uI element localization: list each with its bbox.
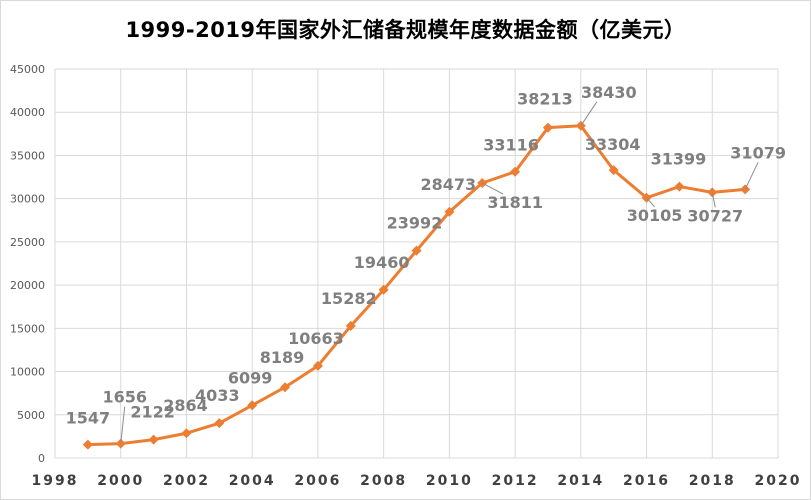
x-tick-label: 2018 [689, 473, 736, 489]
data-label-leader-line [744, 162, 759, 190]
data-point-marker [378, 284, 389, 295]
y-tick-label: 15000 [10, 322, 45, 335]
data-label: 31399 [651, 150, 707, 169]
x-tick-label: 1998 [32, 473, 79, 489]
y-tick-label: 30000 [10, 193, 45, 206]
data-label-leader-line [711, 192, 716, 208]
data-point-marker [148, 434, 159, 445]
data-label: 4033 [195, 386, 240, 405]
x-tick-label: 2004 [229, 473, 276, 489]
data-point-marker [280, 382, 291, 393]
data-point-marker [312, 360, 323, 371]
data-label-leader-line [646, 197, 655, 208]
data-label: 38213 [517, 90, 573, 109]
data-point-marker [542, 122, 553, 133]
data-point-marker [345, 320, 356, 331]
data-label: 2864 [163, 396, 208, 415]
data-point-marker [214, 418, 225, 429]
x-tick-label: 2012 [492, 473, 539, 489]
x-tick-label: 2008 [360, 473, 407, 489]
data-label-leader-line [481, 182, 504, 195]
data-label: 38430 [581, 83, 637, 102]
data-label: 31079 [730, 143, 786, 162]
y-tick-label: 5000 [17, 409, 45, 422]
data-point-marker [82, 439, 93, 450]
data-label: 1547 [66, 409, 111, 428]
data-point-marker [608, 165, 619, 176]
y-tick-label: 45000 [10, 63, 45, 76]
data-label: 8189 [260, 348, 305, 367]
x-tick-label: 2002 [163, 473, 210, 489]
x-tick-label: 2000 [97, 473, 144, 489]
data-label: 30727 [687, 206, 743, 225]
data-label: 31811 [487, 193, 543, 212]
y-tick-label: 35000 [10, 149, 45, 162]
data-label: 33304 [585, 135, 641, 154]
x-tick-label: 2010 [426, 473, 473, 489]
data-point-marker [575, 120, 586, 131]
x-tick-label: 2006 [294, 473, 341, 489]
data-label: 1656 [102, 388, 147, 407]
data-label: 19460 [354, 253, 410, 272]
y-tick-label: 25000 [10, 236, 45, 249]
y-tick-label: 20000 [10, 279, 45, 292]
data-label-leader-line [120, 406, 126, 444]
data-label: 33116 [483, 136, 539, 155]
x-tick-label: 2020 [755, 473, 802, 489]
chart-title: 1999-2019年国家外汇储备规模年度数据金额（亿美元） [125, 18, 686, 42]
data-point-marker [674, 181, 685, 192]
y-tick-label: 0 [38, 452, 45, 465]
x-tick-label: 2014 [557, 473, 604, 489]
y-tick-label: 40000 [10, 106, 45, 119]
data-label: 6099 [228, 368, 273, 387]
data-point-marker [444, 206, 455, 217]
data-label: 28473 [421, 175, 477, 194]
data-label: 2122 [130, 403, 175, 422]
data-label: 10663 [288, 329, 344, 348]
data-point-marker [411, 245, 422, 256]
data-label: 15282 [321, 289, 377, 308]
y-tick-label: 10000 [10, 366, 45, 379]
data-point-marker [247, 400, 258, 411]
data-point-marker [510, 166, 521, 177]
data-label: 23992 [387, 214, 443, 233]
x-tick-label: 2016 [623, 473, 670, 489]
data-label: 30105 [627, 206, 683, 225]
data-label-leader-line [580, 101, 598, 127]
data-point-marker [181, 428, 192, 439]
